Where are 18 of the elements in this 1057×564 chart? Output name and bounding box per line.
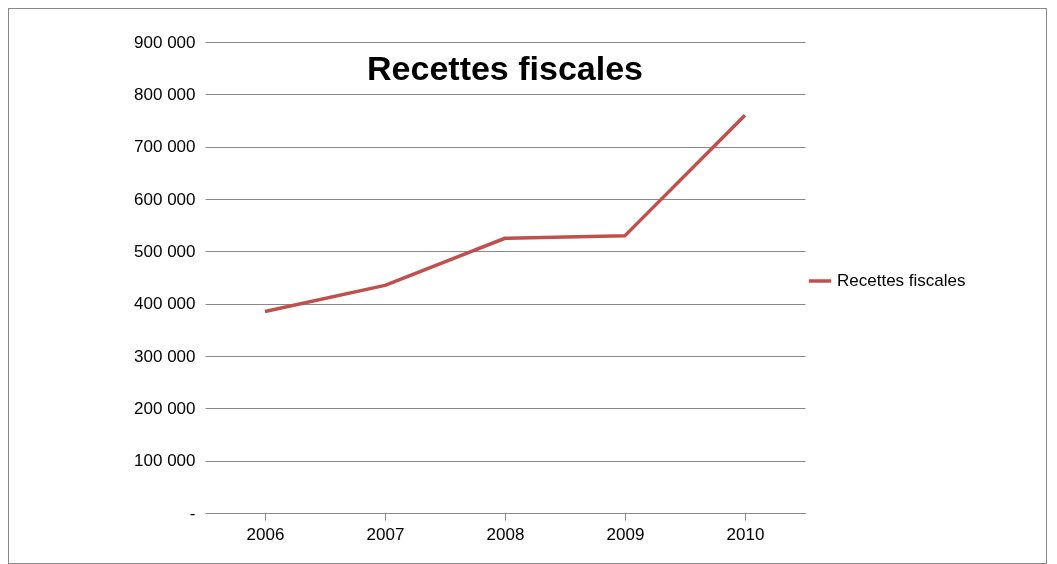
y-tick-label: 300 000 [134, 346, 196, 366]
y-tick-label: 100 000 [134, 451, 196, 471]
x-tick-label: 2009 [606, 524, 645, 544]
x-tick-label: 2010 [726, 524, 765, 544]
y-tick-label: 400 000 [134, 294, 196, 314]
y-tick-label: 500 000 [134, 241, 196, 261]
x-tick-label: 2007 [366, 524, 405, 544]
y-tick-label: 900 000 [134, 32, 196, 52]
y-tick-label: - [189, 503, 196, 523]
y-tick-label: 800 000 [134, 84, 196, 104]
line-series [263, 113, 747, 314]
chart-title: Recettes fiscales [367, 49, 643, 87]
x-tick-label: 2008 [486, 524, 525, 544]
y-tick-label: 700 000 [134, 137, 196, 157]
y-tick-label: 200 000 [134, 398, 196, 418]
legend-label: Recettes fiscales [837, 271, 966, 290]
y-tick-label: 600 000 [134, 189, 196, 209]
x-tick-label: 2006 [246, 524, 285, 544]
